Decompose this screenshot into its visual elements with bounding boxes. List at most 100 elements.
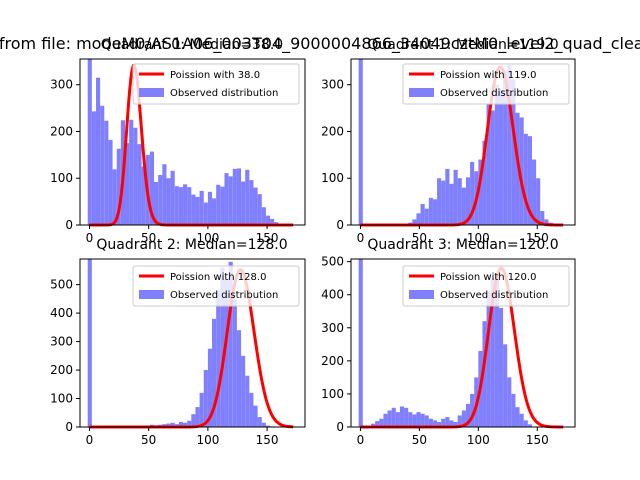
- histogram-bar: [503, 344, 508, 427]
- x-tick-label: 150: [256, 433, 279, 447]
- histogram-bar: [87, 59, 92, 225]
- histogram-bar: [527, 136, 532, 225]
- histogram-bar: [241, 181, 246, 225]
- figure-suptitle: Data from file: modeM0/AS1A06_003T04_900…: [0, 34, 640, 54]
- histogram-bar: [453, 169, 458, 225]
- histogram-bar: [199, 392, 204, 427]
- histogram-bar: [470, 161, 475, 225]
- histogram-bar: [236, 330, 242, 427]
- histogram-bar: [191, 414, 196, 427]
- histogram-bar: [544, 219, 549, 225]
- histogram-bar: [108, 139, 113, 225]
- histogram-bar: [199, 190, 204, 225]
- legend-observed-swatch: [409, 88, 434, 97]
- histogram-bar: [449, 183, 454, 225]
- panel-title: Quadrant 0: Median=38.0: [101, 37, 283, 53]
- x-tick-label: 100: [467, 231, 490, 245]
- histogram-bar: [228, 176, 233, 225]
- histogram-bar: [253, 187, 258, 225]
- histogram-bar: [399, 406, 405, 427]
- legend-observed-label: Observed distribution: [440, 290, 548, 301]
- histogram-bar: [412, 219, 417, 225]
- legend-observed-label: Observed distribution: [170, 88, 278, 99]
- y-tick-label: 200: [50, 363, 73, 377]
- y-tick-label: 300: [50, 78, 73, 92]
- histogram-bar: [104, 120, 109, 225]
- plot-area: 0 50 100 150 0 100 200 300: [321, 58, 576, 245]
- histogram-bar: [141, 166, 146, 225]
- histogram-bar: [511, 393, 516, 427]
- histogram-bar: [371, 423, 376, 427]
- legend-frame: [402, 265, 570, 307]
- x-tick-label: 50: [412, 231, 427, 245]
- axes-frame: [350, 258, 576, 428]
- y-tick-label: 200: [321, 124, 344, 138]
- axes-frame: [350, 58, 576, 226]
- axes-frame: [79, 258, 306, 428]
- histogram-bar: [420, 413, 425, 427]
- histogram-bar: [358, 259, 363, 427]
- y-tick-label: 100: [50, 171, 73, 185]
- histogram-bar: [253, 405, 258, 427]
- y-tick-label: 0: [336, 218, 344, 232]
- histogram-bar: [166, 423, 171, 427]
- histogram-bar: [232, 168, 237, 225]
- histogram-bar: [228, 261, 233, 427]
- histogram-bar: [490, 110, 495, 225]
- histogram-bar: [265, 425, 271, 427]
- y-tick-label: 100: [50, 392, 73, 406]
- legend-fit-label: Poission with 120.0: [440, 272, 536, 283]
- histogram-bar: [187, 187, 192, 225]
- x-tick-label: 150: [526, 231, 549, 245]
- histogram-bar: [261, 207, 266, 225]
- y-tick-label: 0: [65, 420, 73, 434]
- histogram-bar: [170, 422, 175, 427]
- histogram-bar: [379, 418, 384, 427]
- histogram-bar: [178, 187, 184, 225]
- histogram-bar: [428, 418, 433, 427]
- histogram-bar: [137, 144, 142, 225]
- legend-frame: [132, 63, 300, 105]
- histogram-bar: [519, 117, 524, 225]
- histogram-bar: [519, 413, 524, 427]
- histogram-bar: [154, 181, 159, 225]
- histogram-bar: [232, 298, 237, 427]
- x-tick-label: 100: [196, 231, 219, 245]
- histogram-bar: [445, 168, 450, 225]
- x-tick-label: 0: [86, 231, 94, 245]
- histogram-bar: [412, 414, 417, 427]
- y-tick-label: 500: [50, 278, 73, 292]
- histogram-bar: [449, 420, 454, 427]
- x-tick-label: 50: [141, 433, 156, 447]
- legend: Poission with 38.0 Observed distribution: [132, 63, 300, 105]
- histogram-bar: [112, 169, 117, 225]
- y-tick-label: 100: [321, 171, 344, 185]
- histogram-bar: [461, 187, 466, 225]
- histogram-bar: [441, 180, 446, 225]
- histogram-bar: [461, 410, 466, 427]
- histogram-bar: [133, 127, 138, 225]
- histogram-bar: [445, 417, 450, 427]
- histogram-bar: [162, 164, 167, 225]
- histogram-bar: [428, 197, 433, 225]
- x-tick-label: 100: [196, 433, 219, 447]
- panel-quadrant-2: Quadrant 2: Median=128.0 0 50 100 150 0 100 20…: [50, 237, 306, 447]
- histogram-bar: [191, 194, 196, 225]
- histogram-bar: [531, 159, 537, 225]
- histogram-bar: [125, 143, 130, 225]
- histogram-bar: [420, 203, 425, 225]
- histogram-bar: [270, 218, 275, 225]
- histogram-bar: [503, 70, 508, 225]
- histogram-bar: [358, 59, 363, 225]
- histogram-bar: [220, 186, 225, 225]
- histogram-bar: [441, 418, 446, 427]
- x-tick-label: 50: [412, 433, 427, 447]
- histogram-bar: [453, 422, 458, 427]
- histogram-bar: [416, 213, 421, 225]
- histogram-bar: [486, 103, 491, 225]
- histogram-bar: [486, 291, 491, 427]
- histogram-bar: [498, 307, 504, 427]
- y-tick-label: 300: [321, 78, 344, 92]
- histogram-bar: [195, 407, 200, 427]
- x-tick-label: 0: [357, 231, 365, 245]
